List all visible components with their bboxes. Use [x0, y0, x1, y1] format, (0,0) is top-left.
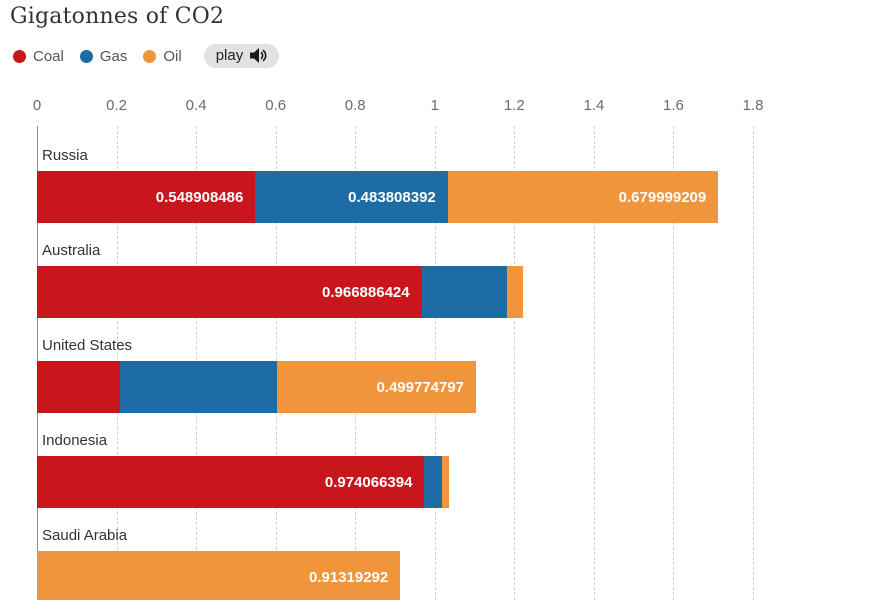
country-label: United States — [42, 337, 133, 354]
bar-value-label: 0.966886424 — [322, 283, 410, 301]
gas-swatch-icon — [79, 49, 93, 63]
gridline — [593, 126, 595, 600]
speaker-icon — [250, 48, 267, 63]
bar-value-label: 0.548908486 — [155, 188, 244, 206]
bar-segment-gas[interactable] — [424, 456, 442, 508]
gridline — [673, 126, 675, 600]
country-label: Russia — [42, 147, 88, 164]
x-tick-label: 1 — [430, 97, 439, 114]
play-button-label: play — [215, 47, 244, 64]
x-tick-label: 0 — [32, 97, 42, 114]
legend-item-coal[interactable]: Coal — [13, 48, 64, 65]
x-tick-label: 1.2 — [503, 97, 525, 114]
bar-segment-gas[interactable]: 0.483808392 — [255, 171, 448, 223]
legend-label-gas: Gas — [99, 47, 128, 65]
legend: Coal Gas Oil play — [13, 44, 280, 68]
bar-segment-oil[interactable] — [441, 456, 450, 508]
x-tick-label: 1.8 — [742, 97, 764, 114]
legend-item-gas[interactable]: Gas — [79, 47, 128, 65]
x-tick-label: 0.6 — [265, 97, 287, 114]
country-label: Australia — [42, 242, 101, 259]
bar-segment-gas[interactable] — [421, 266, 508, 318]
oil-swatch-icon — [143, 49, 157, 63]
play-audio-button[interactable]: play — [203, 44, 280, 68]
bar-segment-coal[interactable]: 0.966886424 — [37, 266, 422, 318]
gridline — [753, 126, 754, 600]
bar-segment-coal[interactable]: 0.974066394 — [37, 456, 425, 508]
x-tick-label: 1.6 — [663, 97, 684, 114]
bar-row-saudi-arabia: Saudi Arabia 0.91319292 — [0, 520, 894, 600]
bar-track: 0.91319292 — [37, 551, 401, 600]
bar-row-russia: Russia 0.548908486 0.483808392 0.679999209 — [0, 140, 894, 235]
x-tick-label: 0.2 — [106, 97, 127, 114]
x-tick-label: 0.4 — [185, 97, 207, 114]
x-tick-label: 0.8 — [344, 97, 366, 114]
bar-row-australia: Australia 0.966886424 — [0, 235, 894, 330]
bar-track: 0.548908486 0.483808392 0.679999209 — [37, 171, 719, 223]
country-label: Indonesia — [42, 432, 108, 449]
bar-row-united-states: United States 0.499774797 — [0, 330, 894, 425]
bar-value-label: 0.483808392 — [348, 188, 436, 206]
bar-row-indonesia: Indonesia 0.974066394 — [0, 425, 894, 520]
bar-segment-oil[interactable]: 0.91319292 — [37, 551, 401, 600]
bar-segment-coal[interactable]: 0.548908486 — [37, 171, 256, 223]
coal-swatch-icon — [13, 49, 26, 63]
bar-segment-oil[interactable]: 0.499774797 — [277, 361, 477, 413]
chart-title: Gigatonnes of CO2 — [10, 4, 225, 29]
legend-item-oil[interactable]: Oil — [143, 47, 182, 65]
x-tick-label: 1.4 — [583, 97, 605, 114]
bar-track: 0.499774797 — [37, 361, 477, 413]
bar-track: 0.974066394 — [37, 456, 450, 508]
bar-track: 0.966886424 — [37, 266, 524, 318]
gridline — [514, 126, 516, 600]
bar-value-label: 0.91319292 — [308, 568, 389, 586]
bar-segment-coal[interactable] — [37, 361, 121, 413]
bar-segment-oil[interactable] — [507, 266, 524, 318]
bar-value-label: 0.974066394 — [324, 473, 413, 491]
bar-value-label: 0.679999209 — [618, 188, 707, 206]
bar-segment-gas[interactable] — [120, 361, 278, 413]
legend-label-oil: Oil — [163, 47, 182, 65]
bar-segment-oil[interactable]: 0.679999209 — [447, 171, 719, 223]
bar-value-label: 0.499774797 — [376, 378, 465, 396]
country-label: Saudi Arabia — [42, 527, 128, 544]
legend-label-coal: Coal — [33, 47, 64, 65]
